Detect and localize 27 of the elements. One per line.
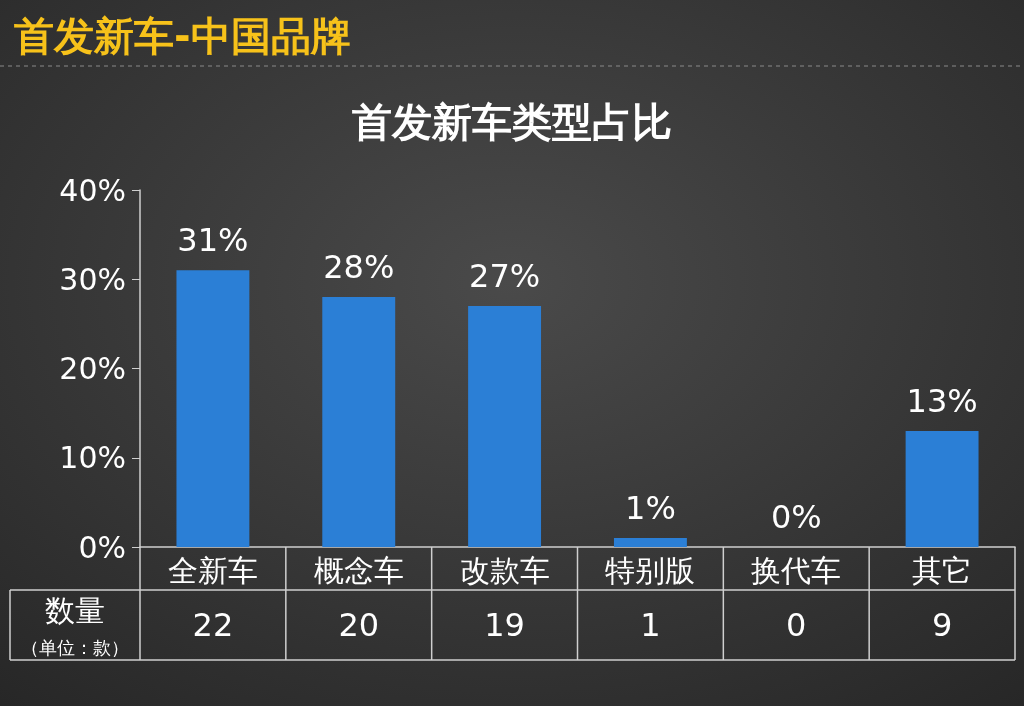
text: 0	[786, 606, 807, 644]
data-label: 31%	[177, 221, 249, 260]
text: 20	[338, 606, 380, 644]
x-tick-label: 概念车	[313, 552, 404, 588]
text: 1	[640, 606, 661, 644]
x-tick-label: 特别版	[605, 552, 696, 588]
data-label: 13%	[906, 381, 978, 420]
chart-subtitle: 首发新车类型占比	[352, 99, 672, 145]
y-tick-label: 40%	[59, 172, 126, 208]
y-tick-label: 0%	[78, 529, 126, 565]
y-tick-label: 30%	[59, 261, 126, 297]
data-label: 1%	[625, 489, 676, 528]
x-tick-label: 改款车	[459, 552, 550, 588]
chart-title: 首发新车-中国品牌	[14, 13, 351, 59]
text: 9	[931, 606, 953, 644]
text: 19	[484, 606, 525, 644]
text: （单位：款）	[21, 636, 129, 658]
data-label: 28%	[323, 248, 395, 287]
y-tick-label: 10%	[59, 440, 126, 476]
text: 22	[192, 606, 234, 644]
x-tick-label: 换代车	[751, 552, 842, 588]
data-label: 0%	[770, 498, 822, 536]
y-tick-label: 20%	[59, 351, 126, 386]
x-tick-label: 其它	[912, 552, 973, 588]
data-label: 27%	[469, 257, 541, 296]
text: 数量	[45, 592, 105, 628]
x-tick-label: 全新车	[167, 552, 258, 588]
